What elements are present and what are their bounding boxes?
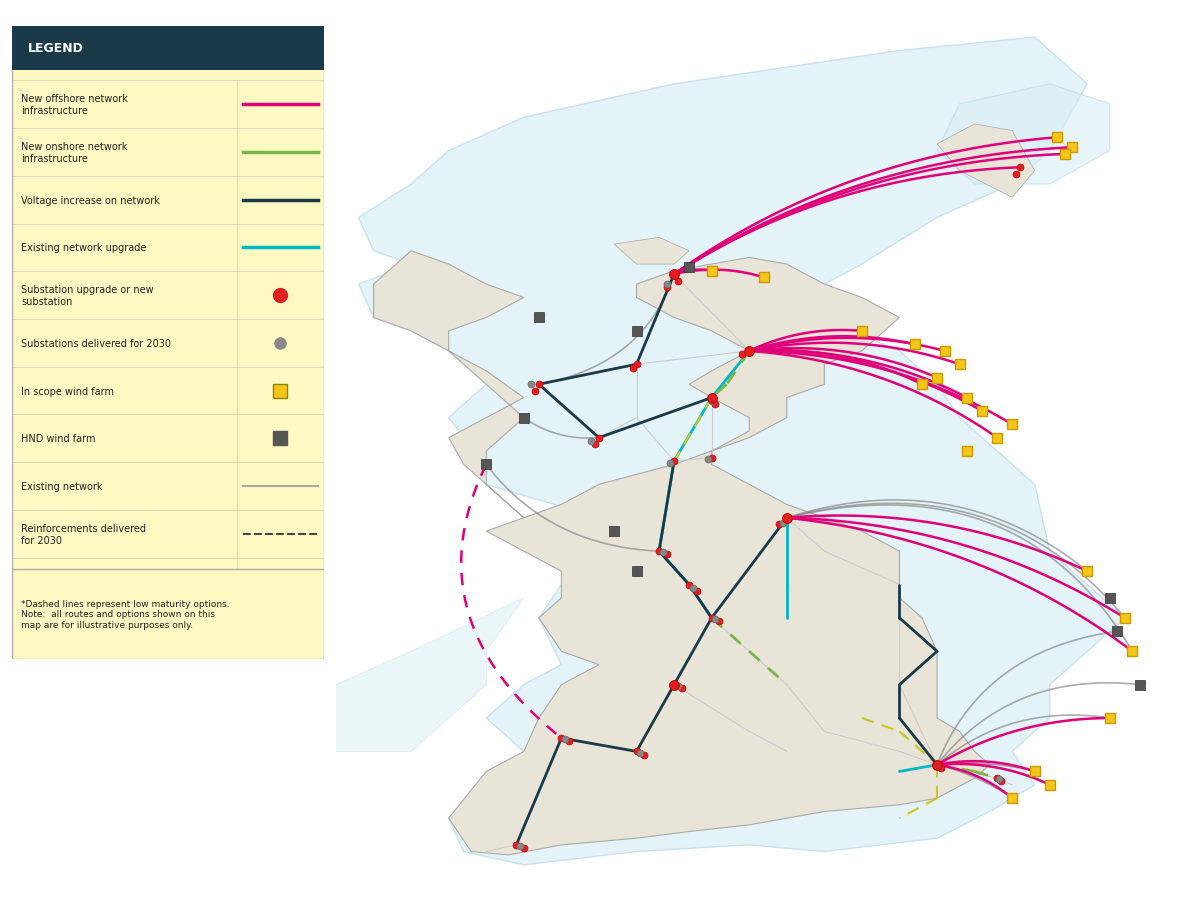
Text: Substations delivered for 2030: Substations delivered for 2030 bbox=[22, 339, 172, 349]
FancyBboxPatch shape bbox=[12, 569, 324, 659]
Text: New offshore network
infrastructure: New offshore network infrastructure bbox=[22, 94, 128, 116]
Text: *Dashed lines represent low maturity options.
Note:  all routes and options show: *Dashed lines represent low maturity opt… bbox=[22, 600, 230, 628]
Polygon shape bbox=[373, 251, 990, 855]
Text: Existing network: Existing network bbox=[22, 481, 103, 491]
Polygon shape bbox=[614, 238, 689, 265]
FancyBboxPatch shape bbox=[12, 27, 324, 569]
Text: New onshore network
infrastructure: New onshore network infrastructure bbox=[22, 142, 127, 163]
Text: In scope wind farm: In scope wind farm bbox=[22, 386, 114, 396]
Polygon shape bbox=[937, 85, 1110, 185]
Text: Reinforcements delivered
for 2030: Reinforcements delivered for 2030 bbox=[22, 524, 146, 545]
Text: HND wind farm: HND wind farm bbox=[22, 433, 96, 444]
FancyBboxPatch shape bbox=[12, 27, 324, 70]
Text: Existing network upgrade: Existing network upgrade bbox=[22, 243, 146, 253]
Text: Substation upgrade or new
substation: Substation upgrade or new substation bbox=[22, 285, 154, 307]
Text: LEGEND: LEGEND bbox=[28, 42, 84, 55]
Polygon shape bbox=[359, 38, 1124, 865]
Polygon shape bbox=[299, 598, 524, 751]
Polygon shape bbox=[937, 125, 1034, 198]
Text: Voltage increase on network: Voltage increase on network bbox=[22, 195, 161, 206]
